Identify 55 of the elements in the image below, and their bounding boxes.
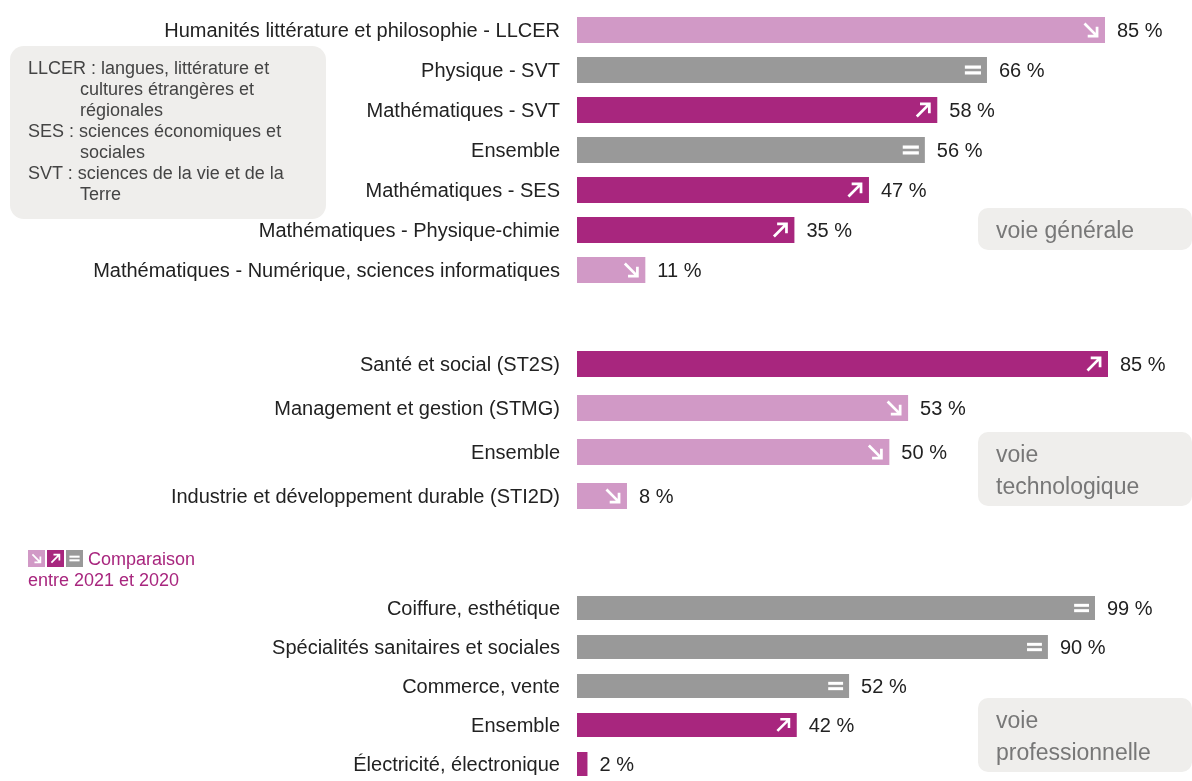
data-label: 58 %	[949, 99, 996, 121]
bar	[577, 596, 1095, 620]
bar	[577, 674, 850, 698]
data-label: 53 %	[920, 397, 966, 419]
bar	[577, 395, 909, 421]
data-label: 56 %	[936, 139, 983, 161]
data-label: 85 %	[1117, 19, 1163, 41]
data-label: 2 %	[599, 753, 635, 775]
bar	[577, 257, 646, 283]
data-label: 85 %	[1120, 353, 1166, 375]
y-tick-label: Spécialités sanitaires et sociales	[272, 636, 560, 658]
y-tick-label: Santé et social (ST2S)	[359, 353, 560, 375]
bar	[577, 483, 627, 509]
data-label: 35 %	[806, 219, 853, 241]
y-tick-label: Ensemble	[471, 139, 560, 161]
y-tick-label: Management et gestion (STMG)	[274, 397, 560, 419]
text: voie générale	[996, 217, 1135, 243]
data-label: 11 %	[657, 259, 702, 281]
y-tick-label: Mathématiques - Physique-chimie	[258, 219, 560, 241]
bar	[577, 97, 938, 123]
bar	[577, 217, 795, 243]
y-tick-label: Commerce, vente	[402, 675, 560, 697]
bar	[577, 57, 987, 83]
y-tick-label: Électricité, électronique	[353, 753, 560, 775]
bar	[577, 177, 869, 203]
y-tick-label: Industrie et développement durable (STI2D)	[170, 485, 560, 507]
data-label: 52 %	[861, 675, 907, 697]
y-tick-label: Physique - SVT	[421, 59, 560, 81]
text: voie technologique	[996, 441, 1140, 499]
y-tick-label: Humanités littérature et philosophie - LLCER	[164, 19, 560, 41]
data-label: 47 %	[880, 179, 927, 201]
bar	[577, 439, 890, 465]
y-tick-label: Coiffure, esthétique	[386, 597, 560, 619]
text: SVT : sciences de la vie et de la Terre	[28, 163, 285, 204]
y-tick-label: Ensemble	[471, 441, 560, 463]
legend-title: Comparaison entre 2021 et 2020	[28, 549, 196, 590]
bar	[577, 137, 925, 163]
y-tick-label: Mathématiques - SVT	[366, 99, 560, 121]
data-label: 50 %	[901, 441, 948, 463]
data-label: 42 %	[808, 714, 855, 736]
text: SES : sciences économiques et sociales	[28, 121, 282, 162]
data-label: 90 %	[1059, 636, 1106, 658]
text: voie professionnelle	[996, 707, 1151, 765]
y-tick-label: Mathématiques - Numérique, sciences informatiques	[93, 259, 560, 281]
bar	[577, 17, 1105, 43]
text: LLCER : langues, littérature et cultures étrangères et régionales	[28, 58, 270, 120]
data-label: 66 %	[998, 59, 1045, 81]
bar	[577, 713, 797, 737]
y-tick-label: Mathématiques - SES	[365, 179, 560, 201]
bar	[577, 635, 1048, 659]
bar	[577, 351, 1108, 377]
y-tick-label: Ensemble	[471, 714, 560, 736]
data-label: 8 %	[638, 485, 674, 507]
data-label: 99 %	[1107, 597, 1153, 619]
bar	[577, 752, 588, 776]
